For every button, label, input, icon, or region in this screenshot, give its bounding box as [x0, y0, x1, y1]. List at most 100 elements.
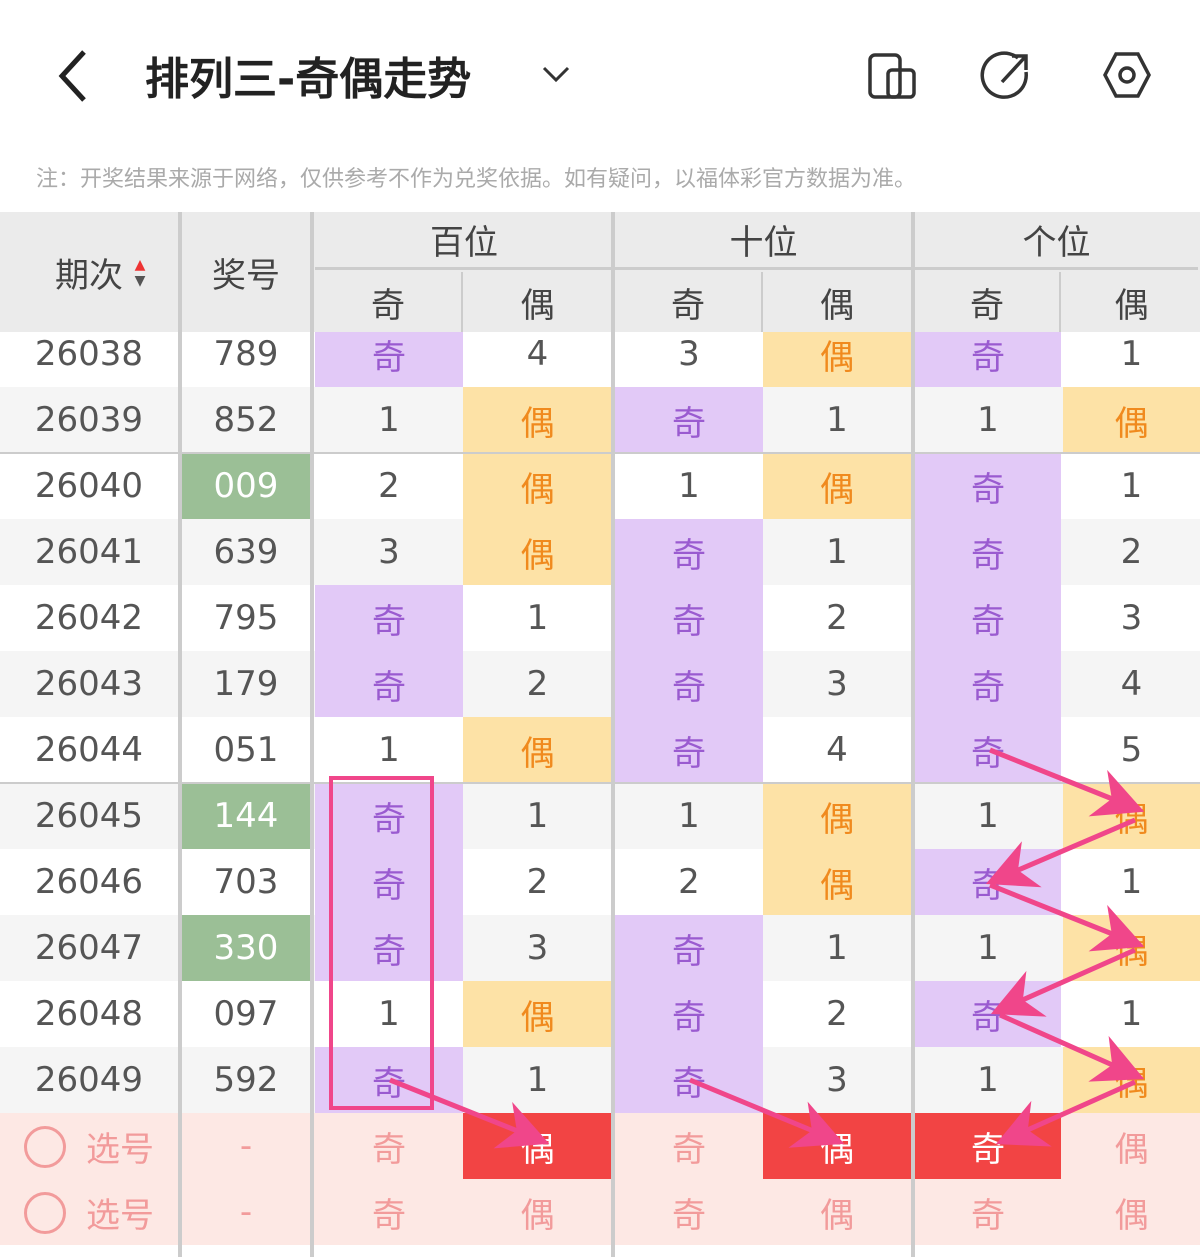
cell: 1 — [526, 796, 549, 836]
cell: 2 — [826, 598, 848, 638]
cell: 偶 — [463, 981, 612, 1047]
issue: 26042 — [34, 598, 144, 638]
cell: 偶 — [463, 717, 612, 783]
select-label: 选号 — [86, 1129, 154, 1170]
issue: 26038 — [34, 334, 144, 374]
cell: 奇 — [615, 585, 763, 651]
select-label: 选号 — [86, 1195, 154, 1236]
row-divider — [0, 782, 1200, 784]
header-group: 百位 — [315, 212, 613, 270]
select-row-bg — [0, 1179, 1200, 1245]
cell: 奇 — [915, 651, 1061, 717]
cell: 偶 — [1063, 783, 1200, 849]
note: 注：开奖结果来源于网络，仅供参考不作为兑奖依据。如有疑问，以福体彩官方数据为准。 — [36, 167, 917, 192]
cell: 奇 — [315, 651, 463, 717]
cell: 1 — [977, 796, 999, 836]
select-cell[interactable]: 奇 — [372, 1195, 406, 1236]
issue: 26048 — [34, 994, 144, 1034]
cell: 1 — [977, 1060, 999, 1100]
select-cell[interactable]: 偶 — [1114, 1129, 1149, 1170]
cell: 1 — [378, 400, 400, 440]
cell: 奇 — [915, 585, 1061, 651]
col-divider — [310, 212, 314, 1257]
number: 097 — [213, 994, 279, 1034]
cell: 偶 — [763, 321, 911, 387]
cell: 1 — [378, 994, 400, 1034]
cell: 4 — [826, 730, 848, 770]
select-cell[interactable]: 奇 — [971, 1195, 1005, 1236]
cell: 奇 — [315, 783, 463, 849]
cell: 1 — [977, 400, 999, 440]
issue: 26040 — [34, 466, 144, 506]
cell: 奇 — [915, 717, 1061, 783]
title: 排列三-奇偶走势 — [145, 54, 472, 105]
cell: 2 — [678, 862, 700, 902]
issue: 26043 — [34, 664, 144, 704]
issue: 26041 — [34, 532, 144, 572]
select-cell[interactable]: 偶 — [820, 1195, 854, 1236]
issue: 26047 — [34, 928, 144, 968]
cell: 偶 — [463, 453, 612, 519]
cell: 偶 — [763, 453, 911, 519]
cell: 1 — [678, 796, 700, 836]
cell: 奇 — [915, 849, 1061, 915]
number: 330 — [182, 915, 310, 981]
cell: 1 — [1120, 334, 1143, 374]
cell: 奇 — [615, 915, 763, 981]
cell: 奇 — [315, 915, 463, 981]
header-group: 十位 — [615, 212, 912, 270]
share-icon[interactable] — [980, 51, 1028, 99]
select-cell[interactable]: 偶 — [463, 1113, 612, 1179]
cell: 1 — [1120, 994, 1143, 1034]
row-divider — [0, 452, 1200, 454]
select-cell[interactable]: 奇 — [672, 1129, 706, 1170]
cell: 1 — [526, 598, 549, 638]
cell: 2 — [826, 994, 848, 1034]
cell: 3 — [378, 532, 400, 572]
back-icon[interactable] — [58, 50, 86, 102]
cell: 1 — [678, 466, 700, 506]
cell: 偶 — [763, 783, 911, 849]
cell: 3 — [826, 1060, 848, 1100]
cell: 奇 — [615, 1047, 763, 1113]
top-bar — [58, 50, 1151, 102]
number: 789 — [213, 334, 279, 374]
header-sub: 偶 — [1114, 285, 1149, 326]
cell: 奇 — [615, 981, 763, 1047]
cell: 偶 — [463, 387, 612, 453]
settings-icon[interactable] — [1103, 52, 1151, 98]
cell: 偶 — [1063, 387, 1200, 453]
rotate-icon[interactable] — [868, 53, 916, 99]
cell: 奇 — [315, 849, 463, 915]
select-cell[interactable]: 偶 — [763, 1113, 911, 1179]
number: 179 — [213, 664, 279, 704]
cell: 3 — [1120, 598, 1143, 638]
cell: 3 — [678, 334, 700, 374]
cell: 4 — [526, 334, 549, 374]
dropdown-icon[interactable] — [542, 66, 570, 83]
select-number: - — [239, 1126, 253, 1166]
cell: 偶 — [1063, 915, 1200, 981]
number: 009 — [182, 453, 310, 519]
cell: 3 — [826, 664, 848, 704]
select-cell[interactable]: 奇 — [372, 1129, 406, 1170]
cell: 2 — [1120, 532, 1143, 572]
select-cell[interactable]: 奇 — [915, 1113, 1061, 1179]
issue: 26046 — [34, 862, 144, 902]
number: 051 — [213, 730, 279, 770]
radio[interactable] — [24, 1126, 66, 1168]
col-divider — [178, 212, 182, 1257]
cell: 2 — [526, 862, 549, 902]
select-cell[interactable]: 偶 — [1114, 1195, 1149, 1236]
cell: 1 — [826, 400, 848, 440]
col-divider — [911, 212, 915, 1257]
cell: 1 — [977, 928, 999, 968]
issue: 26039 — [34, 400, 144, 440]
cell: 奇 — [315, 1047, 463, 1113]
header-sub: 偶 — [520, 285, 555, 326]
cell: 1 — [526, 1060, 549, 1100]
select-cell[interactable]: 奇 — [672, 1195, 706, 1236]
select-cell[interactable]: 偶 — [520, 1195, 555, 1236]
radio[interactable] — [24, 1192, 66, 1234]
